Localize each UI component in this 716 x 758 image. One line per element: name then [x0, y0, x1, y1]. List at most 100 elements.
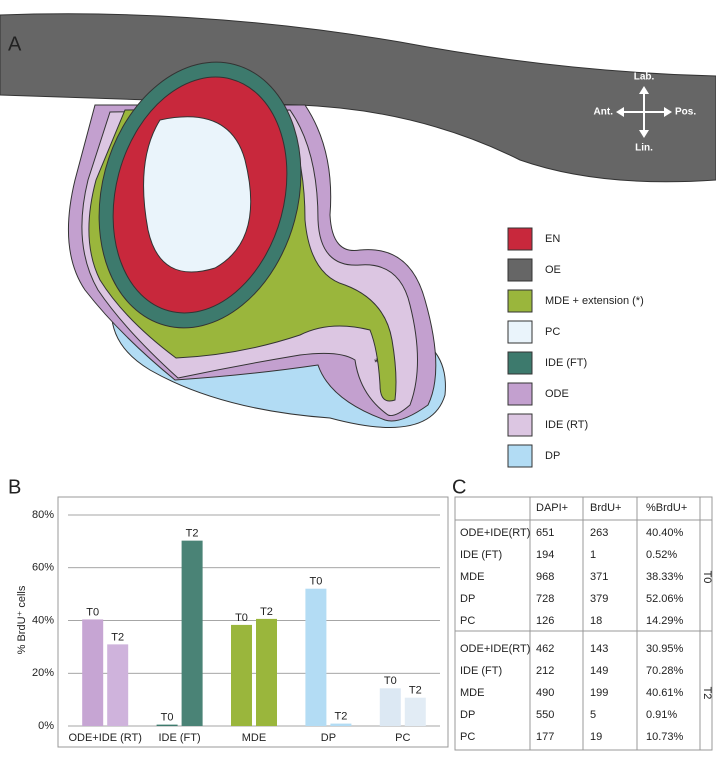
table-cell: PC — [460, 615, 475, 627]
panel-label: B — [8, 476, 21, 498]
group-label: T0 — [701, 571, 713, 584]
table-cell: IDE (FT) — [460, 549, 502, 561]
group-label: T2 — [701, 687, 713, 700]
direction-cross — [616, 86, 672, 138]
bar — [305, 588, 327, 726]
table-cell: 14.29% — [646, 615, 684, 627]
x-tick-label: MDE — [242, 732, 266, 744]
table-cell: 263 — [590, 527, 608, 539]
y-tick-label: 20% — [32, 667, 54, 679]
bar-series-label: T2 — [260, 606, 273, 618]
legend: EN OE MDE + extension (*) PC IDE (FT) ODE IDE … — [507, 227, 644, 468]
direction-label: Ant. — [594, 107, 614, 118]
legend-label: IDE (FT) — [545, 357, 587, 369]
legend-label: MDE + extension (*) — [545, 295, 644, 307]
bar — [330, 723, 352, 726]
y-axis-label: % BrdU⁺ cells — [16, 585, 28, 654]
table-cell: 1 — [590, 549, 596, 561]
bar — [181, 540, 203, 726]
table-cell: 728 — [536, 593, 554, 605]
asterisk: * — [374, 357, 379, 369]
panel-label: A — [8, 33, 22, 55]
x-tick-label: PC — [395, 732, 410, 744]
bar-series-label: T2 — [111, 631, 124, 643]
table-cell: 550 — [536, 709, 554, 721]
bar-series-label: T0 — [86, 606, 99, 618]
bar — [379, 688, 401, 726]
table-cell: 70.28% — [646, 665, 684, 677]
legend-label: OE — [545, 264, 561, 276]
table-cell: 0.91% — [646, 709, 677, 721]
direction-label: Lab. — [634, 72, 655, 83]
panel-label: C — [452, 476, 466, 498]
table-cell: 212 — [536, 665, 554, 677]
legend-swatch — [507, 444, 533, 468]
table-cell: MDE — [460, 571, 484, 583]
pc-shape — [143, 116, 252, 273]
table-cell: 52.06% — [646, 593, 684, 605]
legend-label: EN — [545, 233, 560, 245]
chart-frame — [57, 496, 449, 748]
legend-swatch — [507, 258, 533, 282]
x-tick-label: ODE+IDE (RT) — [68, 732, 141, 744]
legend-swatch — [507, 382, 533, 406]
table-cell: 194 — [536, 549, 554, 561]
table-cell: 490 — [536, 687, 554, 699]
table-cell: PC — [460, 731, 475, 743]
bar-series-label: T0 — [309, 576, 322, 588]
table-cell: 40.61% — [646, 687, 684, 699]
table-cell: 651 — [536, 527, 554, 539]
legend-label: DP — [545, 450, 560, 462]
legend-label: ODE — [545, 388, 569, 400]
table-cell: 10.73% — [646, 731, 684, 743]
table-cell: DP — [460, 593, 475, 605]
table-cell: 30.95% — [646, 643, 684, 655]
table-cell: 199 — [590, 687, 608, 699]
y-tick-label: 40% — [32, 614, 54, 626]
y-tick-label: 0% — [38, 720, 54, 732]
bar — [231, 624, 252, 726]
y-tick-label: 60% — [32, 562, 54, 574]
table-cell: 371 — [590, 571, 608, 583]
table-cell: 143 — [590, 643, 608, 655]
table-header: DAPI+ — [536, 502, 568, 514]
bar-series-label: T2 — [186, 528, 199, 540]
legend-swatch — [507, 227, 533, 251]
legend-label: PC — [545, 326, 560, 338]
table-cell: 0.52% — [646, 549, 677, 561]
table-cell: 19 — [590, 731, 602, 743]
table-cell: 126 — [536, 615, 554, 627]
table-cell: MDE — [460, 687, 484, 699]
bar — [156, 724, 178, 726]
table-cell: 379 — [590, 593, 608, 605]
bar-series-label: T2 — [334, 711, 347, 723]
legend-label: IDE (RT) — [545, 419, 588, 431]
bar-series-label: T0 — [384, 675, 397, 687]
x-tick-label: IDE (FT) — [159, 732, 201, 744]
table-cell: 18 — [590, 615, 602, 627]
table-cell: IDE (FT) — [460, 665, 502, 677]
table-cell: 40.40% — [646, 527, 684, 539]
bar — [404, 697, 426, 726]
x-tick-label: DP — [321, 732, 336, 744]
legend-swatch — [507, 351, 533, 375]
legend-swatch — [507, 413, 533, 437]
table-cell: 462 — [536, 643, 554, 655]
bar-series-label: T2 — [409, 685, 422, 697]
direction-label: Lin. — [635, 143, 653, 154]
table-cell: ODE+IDE(RT) — [460, 643, 530, 655]
y-tick-label: 80% — [32, 509, 54, 521]
legend-swatch — [507, 320, 533, 344]
table-cell: ODE+IDE(RT) — [460, 527, 530, 539]
table-cell: 38.33% — [646, 571, 684, 583]
bar-series-label: T0 — [161, 712, 174, 724]
bar — [256, 618, 277, 726]
table-cell: 5 — [590, 709, 596, 721]
direction-label: Pos. — [675, 107, 696, 118]
table-header: BrdU+ — [590, 502, 622, 514]
table-cell: 149 — [590, 665, 608, 677]
legend-swatch — [507, 289, 533, 313]
table-header: %BrdU+ — [646, 502, 687, 514]
table-cell: 177 — [536, 731, 554, 743]
